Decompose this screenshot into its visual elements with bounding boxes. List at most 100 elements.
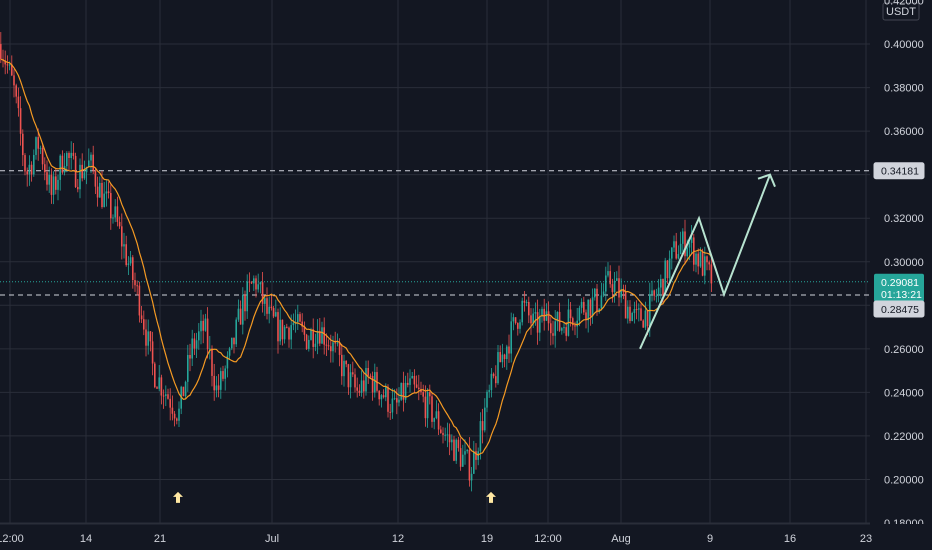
candle	[668, 250, 671, 284]
candle	[710, 254, 713, 293]
y-tick-label: 0.26000	[884, 344, 924, 356]
candle	[521, 297, 523, 326]
candle	[583, 296, 585, 315]
candle	[134, 272, 136, 292]
candle	[605, 266, 607, 301]
y-tick-label: 0.36000	[884, 126, 924, 138]
last-price-tag: 0.29081	[881, 277, 919, 289]
candle	[506, 344, 508, 370]
candle	[206, 307, 209, 359]
candle	[448, 423, 451, 456]
candle	[345, 360, 347, 368]
candle	[138, 281, 141, 323]
y-tick-label: 0.32000	[884, 213, 924, 225]
candle	[323, 317, 325, 355]
candle	[165, 385, 167, 407]
candle	[585, 309, 587, 329]
candle	[59, 154, 61, 191]
candle	[666, 260, 669, 285]
candle	[299, 311, 301, 323]
candle	[541, 306, 543, 323]
candle	[499, 345, 501, 363]
candle	[602, 283, 605, 298]
candle	[424, 385, 427, 427]
candle	[532, 308, 534, 329]
candle	[418, 374, 420, 401]
candle	[413, 369, 416, 393]
candle	[204, 313, 207, 332]
candle	[563, 323, 565, 334]
candle	[242, 287, 244, 335]
candle	[675, 232, 677, 260]
candle	[426, 388, 429, 428]
candle	[178, 401, 180, 428]
candle	[481, 408, 484, 444]
candle	[44, 157, 46, 181]
candle	[28, 155, 31, 186]
candle	[653, 289, 655, 301]
candle	[19, 96, 22, 146]
candle	[343, 354, 345, 387]
candle	[255, 275, 257, 298]
candle	[464, 439, 466, 465]
candle	[233, 337, 235, 354]
candle	[510, 312, 512, 363]
candle	[266, 287, 268, 320]
candle	[695, 251, 697, 273]
candle	[536, 299, 539, 345]
candle	[420, 381, 422, 395]
candle	[24, 153, 26, 176]
candle	[547, 301, 550, 331]
candle	[94, 167, 97, 194]
y-tick-label: 0.40000	[884, 39, 924, 51]
candle	[272, 306, 275, 319]
candle	[294, 309, 297, 333]
candle	[651, 280, 653, 302]
candle	[195, 332, 198, 358]
candle	[88, 148, 90, 168]
candle	[633, 301, 636, 324]
projection-zigzag	[639, 174, 771, 350]
candle	[446, 422, 449, 448]
candle	[286, 323, 288, 329]
candle	[642, 319, 644, 328]
price-axis[interactable]: USDT 0.180000.200000.220000.240000.26000…	[870, 0, 932, 530]
candle	[363, 372, 365, 399]
candle	[587, 299, 589, 333]
x-tick-label: 14	[80, 533, 92, 545]
candle	[74, 152, 77, 189]
candle	[103, 181, 105, 208]
candle	[264, 296, 266, 316]
candle	[517, 322, 519, 336]
candle	[250, 281, 253, 284]
candle	[288, 326, 290, 348]
candle	[209, 335, 211, 360]
candle	[673, 235, 675, 253]
candle	[358, 384, 361, 397]
candle	[85, 166, 88, 185]
candle	[391, 388, 394, 419]
candle	[473, 440, 475, 474]
candle	[398, 387, 400, 407]
candle	[147, 319, 149, 355]
candle	[244, 290, 246, 321]
candle	[332, 335, 334, 363]
candle	[160, 374, 163, 405]
candle	[360, 370, 363, 397]
candle	[495, 365, 497, 388]
moving-average-line	[0, 58, 712, 456]
candle	[488, 384, 490, 398]
resistance-price-tag: 0.34181	[881, 166, 919, 178]
time-axis[interactable]: 12:00 14 21 Jul 12 19 12:00 Aug 9 16 23	[0, 523, 932, 550]
candle	[30, 161, 33, 182]
y-tick-label: 0.20000	[884, 474, 924, 486]
candle	[198, 323, 200, 350]
candle	[477, 447, 479, 466]
candle	[99, 176, 101, 198]
candle	[63, 153, 66, 176]
candle	[283, 324, 286, 344]
candle	[684, 219, 686, 265]
candle	[594, 287, 596, 301]
